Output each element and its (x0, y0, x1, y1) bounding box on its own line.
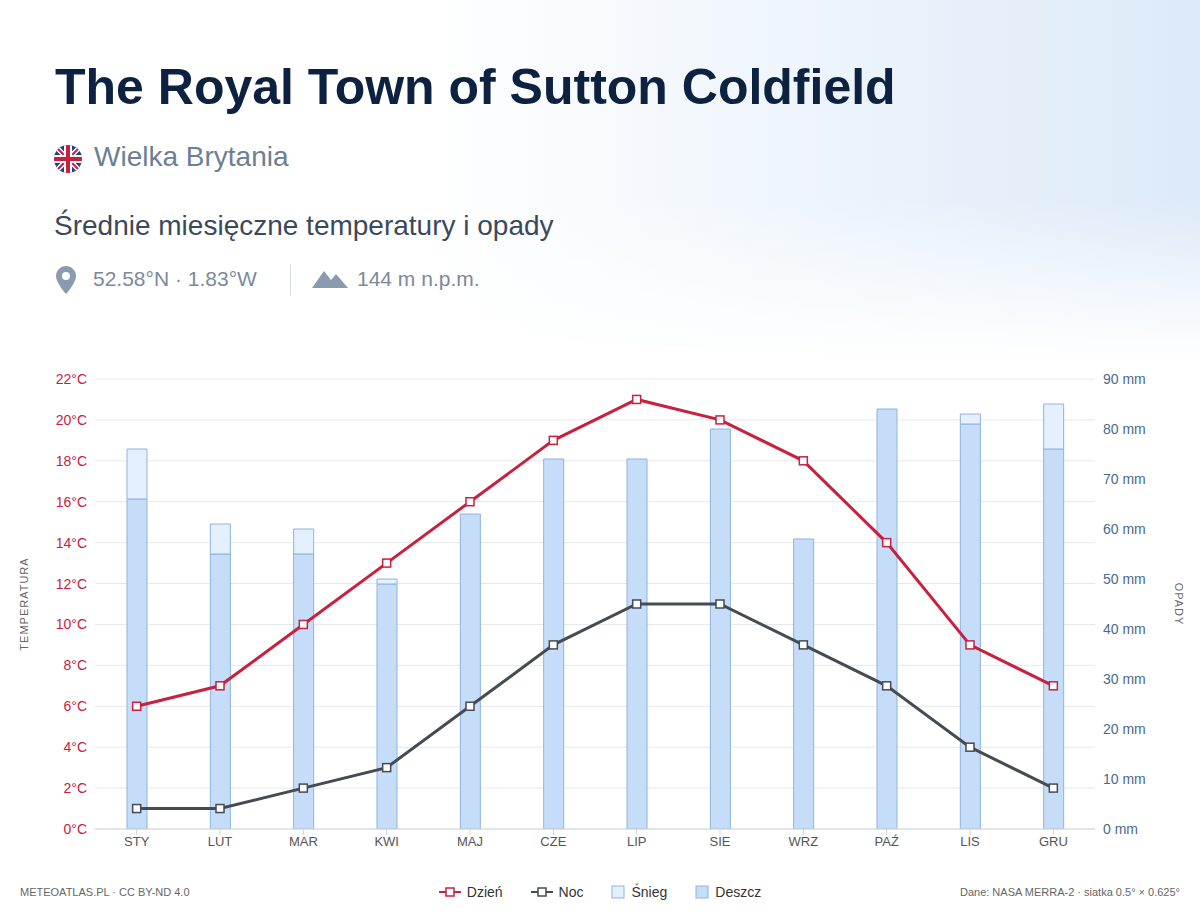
svg-text:2°C: 2°C (64, 780, 88, 796)
svg-text:90 mm: 90 mm (1103, 371, 1146, 387)
svg-text:40 mm: 40 mm (1103, 621, 1146, 637)
svg-text:MAJ: MAJ (457, 834, 483, 849)
svg-text:10°C: 10°C (56, 616, 87, 632)
svg-text:18°C: 18°C (56, 453, 87, 469)
html-text:TEMPERATURA: TEMPERATURA (18, 557, 30, 651)
svg-text:LIS: LIS (960, 834, 980, 849)
svg-text:PAŹ: PAŹ (875, 834, 899, 849)
svg-text:70 mm: 70 mm (1103, 471, 1146, 487)
html-text:Deszcz: Deszcz (715, 884, 762, 900)
svg-text:10 mm: 10 mm (1103, 771, 1146, 787)
svg-text:6°C: 6°C (64, 698, 88, 714)
svg-text:30 mm: 30 mm (1103, 671, 1146, 687)
svg-text:20 mm: 20 mm (1103, 721, 1146, 737)
svg-text:8°C: 8°C (64, 657, 88, 673)
html-text:Wielka Brytania: Wielka Brytania (94, 141, 289, 172)
svg-text:STY: STY (124, 834, 150, 849)
svg-text:20°C: 20°C (56, 412, 87, 428)
svg-text:80 mm: 80 mm (1103, 421, 1146, 437)
svg-text:4°C: 4°C (64, 739, 88, 755)
html-text:52.58°N · 1.83°W: 52.58°N · 1.83°W (93, 267, 257, 290)
svg-text:SIE: SIE (710, 834, 731, 849)
svg-text:22°C: 22°C (56, 371, 87, 387)
svg-text:CZE: CZE (540, 834, 566, 849)
html-text:Śnieg: Śnieg (631, 884, 668, 900)
svg-text:14°C: 14°C (56, 535, 87, 551)
html-text:Średnie miesięczne temperatury: Średnie miesięczne temperatury i opady (54, 210, 554, 241)
svg-text:MAR: MAR (289, 834, 318, 849)
svg-text:LIP: LIP (627, 834, 647, 849)
svg-text:GRU: GRU (1039, 834, 1068, 849)
html-text:Dzień: Dzień (466, 884, 503, 900)
svg-text:KWI: KWI (374, 834, 399, 849)
svg-text:60 mm: 60 mm (1103, 521, 1146, 537)
html-text:OPADY: OPADY (1173, 582, 1185, 626)
svg-text:WRZ: WRZ (789, 834, 819, 849)
html-text:144 m n.p.m.: 144 m n.p.m. (357, 267, 480, 290)
svg-text:12°C: 12°C (56, 576, 87, 592)
svg-text:0°C: 0°C (64, 821, 88, 837)
svg-text:0 mm: 0 mm (1103, 821, 1138, 837)
html-text:Noc: Noc (558, 884, 584, 900)
html-text:Dane: NASA MERRA-2 · siatka 0.: Dane: NASA MERRA-2 · siatka 0.5° × 0.625… (960, 886, 1180, 898)
svg-text:LUT: LUT (208, 834, 233, 849)
html-text:METEOATLAS.PL · CC BY-ND 4.0: METEOATLAS.PL · CC BY-ND 4.0 (20, 886, 190, 898)
html-text:The Royal Town of Sutton Coldf: The Royal Town of Sutton Coldfield (55, 59, 896, 115)
svg-text:16°C: 16°C (56, 494, 87, 510)
svg-text:50 mm: 50 mm (1103, 571, 1146, 587)
